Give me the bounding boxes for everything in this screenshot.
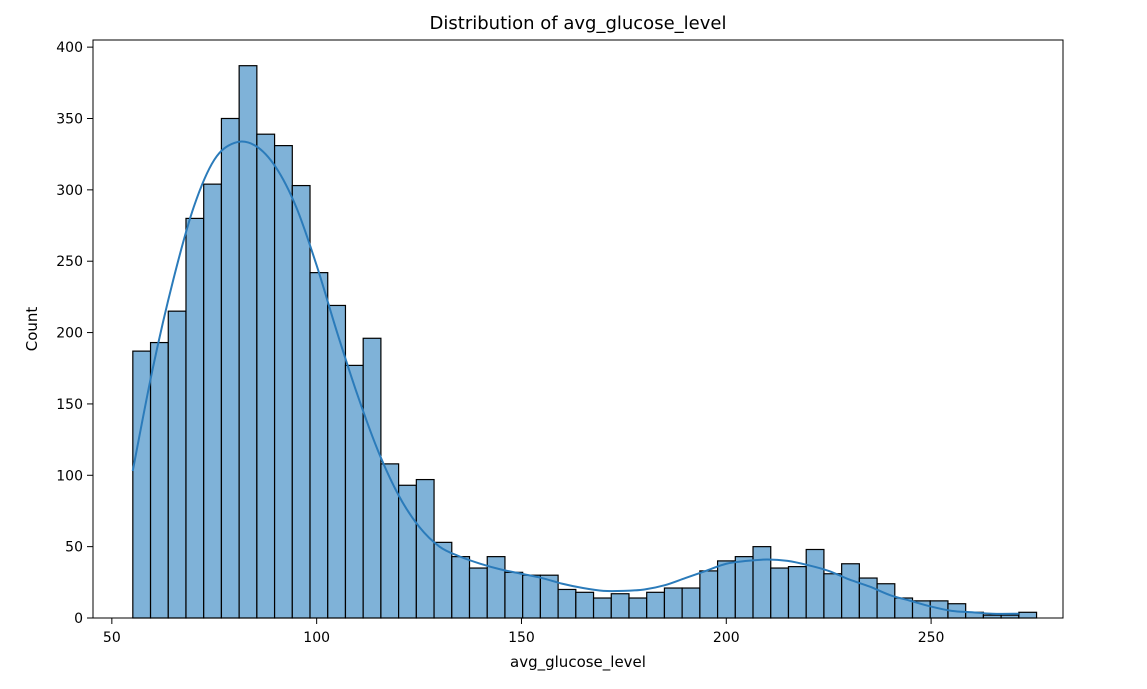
y-tick-label: 300 (56, 183, 83, 199)
x-tick-label: 100 (303, 630, 330, 646)
y-tick-label: 100 (56, 468, 83, 484)
histogram-bar (823, 573, 843, 619)
y-tick-label: 400 (56, 40, 83, 56)
plot-area-frame (92, 39, 1064, 619)
histogram-bar (575, 591, 595, 619)
histogram-bar (468, 567, 488, 619)
chart-title: Distribution of avg_glucose_level (430, 13, 727, 34)
histogram-bar (699, 570, 719, 619)
histogram-bar (273, 145, 293, 619)
histogram-bar (805, 548, 825, 619)
y-tick-label: 0 (74, 611, 83, 627)
histogram-bar (256, 133, 276, 619)
x-tick-label: 50 (103, 630, 121, 646)
histogram-bar (291, 184, 311, 619)
histogram-bar (716, 560, 736, 619)
y-tick-label: 150 (56, 397, 83, 413)
histogram-bar (646, 591, 666, 619)
y-tick-label: 200 (56, 326, 83, 342)
histogram-bar (451, 556, 471, 619)
y-axis-label: Count (23, 307, 41, 352)
y-axis: 0 50 100 150 200 250 300 350 400 (56, 40, 93, 627)
histogram-bar (592, 597, 612, 619)
histogram-bar (522, 574, 541, 619)
histogram-bar (876, 583, 896, 619)
x-tick-label: 250 (918, 630, 945, 646)
histogram-bar (149, 341, 169, 619)
histogram-bar (752, 546, 772, 619)
histogram-bar (504, 571, 524, 619)
histogram-bar (380, 463, 400, 619)
histogram-bar (770, 567, 790, 619)
kde-curve (131, 140, 1019, 615)
histogram-bar (362, 337, 382, 619)
x-axis: 50 100 150 200 250 (103, 618, 945, 646)
histogram-bar (220, 117, 240, 619)
histogram-bar (681, 587, 701, 619)
x-axis-label: avg_glucose_level (510, 653, 646, 672)
x-tick-label: 150 (508, 630, 535, 646)
histogram-bar (309, 272, 329, 619)
histogram-bar (787, 566, 807, 619)
histogram-bar (398, 484, 417, 619)
histogram-bar (610, 593, 630, 619)
y-tick-label: 250 (56, 254, 83, 270)
histogram-bar (663, 587, 683, 619)
histogram-bar (185, 217, 205, 619)
y-tick-label: 350 (56, 111, 83, 127)
histogram-bar (167, 310, 187, 619)
histogram-bar (841, 563, 860, 619)
histogram-bar (734, 556, 754, 619)
histogram-bar (238, 65, 258, 619)
histogram-bar (203, 183, 223, 619)
histogram-bar (1018, 611, 1038, 619)
histogram-bar (557, 588, 577, 619)
histogram-bar (628, 597, 648, 619)
histogram-bar (433, 541, 453, 619)
histogram-bar (415, 478, 435, 619)
histogram-bars (132, 65, 1038, 619)
y-tick-label: 50 (65, 540, 83, 556)
x-tick-label: 200 (713, 630, 740, 646)
